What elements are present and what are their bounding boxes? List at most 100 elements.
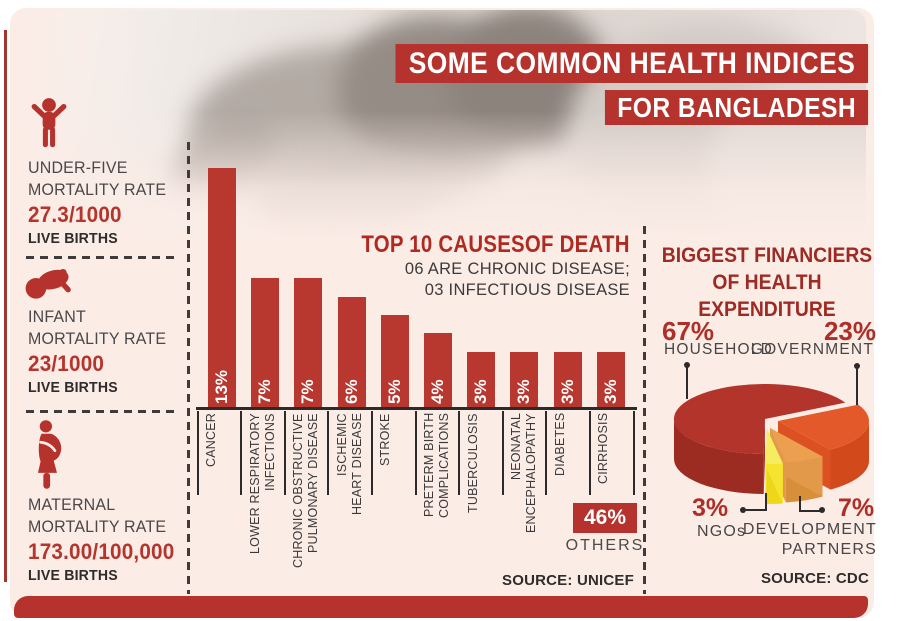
stat-label: MORTALITY RATE [28, 180, 167, 199]
vertical-dashed-divider-left [187, 142, 190, 594]
stat-label: MATERNAL [28, 495, 116, 514]
baby-icon [25, 268, 71, 299]
child-icon [31, 98, 67, 148]
sidebar-separator-1 [26, 256, 178, 259]
bar-chart-bar: 3% [553, 351, 582, 407]
pie-chart-title: BIGGEST FINANCIERS OF HEALTH EXPENDITURE [661, 242, 873, 323]
stat-label: MORTALITY RATE [28, 517, 167, 536]
stat-under-five: UNDER-FIVE MORTALITY RATE 27.3/1000 LIVE… [28, 157, 166, 249]
pie-chart-source: SOURCE: CDC [760, 570, 869, 587]
category-divider [588, 411, 591, 495]
bar-chart-bar: 5% [380, 315, 409, 407]
stat-maternal: MATERNAL MORTALITY RATE 173.00/100,000 L… [28, 494, 174, 586]
stat-value: 23/1000 [28, 351, 105, 376]
category-divider [370, 411, 373, 495]
pie-slice-side-household [674, 419, 764, 494]
others-value: 46% [583, 506, 627, 529]
bar-value-label: 7% [255, 379, 275, 404]
bar-value-label: 13% [212, 369, 231, 404]
bar-category-label: TUBERCULOSIS [465, 413, 480, 513]
pie-callout-label-ngos: NGOs [697, 523, 747, 540]
stat-unit: LIVE BIRTHS [28, 230, 118, 247]
stat-label: UNDER-FIVE [28, 158, 128, 177]
title-banner-line2: FOR BANGLADESH [604, 90, 868, 125]
sidebar-separator-2 [26, 410, 178, 413]
pie-callout-pct-dev: 7% [838, 494, 875, 522]
stat-unit: LIVE BIRTHS [28, 379, 118, 396]
bar-chart-source: SOURCE: UNICEF [502, 572, 634, 589]
leader-line-government [856, 367, 858, 405]
stat-label: MORTALITY RATE [28, 329, 167, 348]
pie-slice-top-ngos [765, 429, 783, 465]
category-divider [240, 411, 243, 495]
pie-3d [673, 384, 869, 505]
category-divider [545, 411, 548, 495]
bar-value-label: 7% [298, 379, 318, 404]
bar-chart-bar: 4% [424, 333, 452, 407]
others-label: OTHERS [565, 537, 645, 554]
bar-category-label: CANCER [204, 413, 218, 467]
pie-callout-label-household: HOUSEHOLD [664, 341, 773, 358]
leader-dot-household [684, 362, 690, 368]
bar-value-label: 4% [428, 379, 447, 404]
category-divider [327, 411, 330, 495]
bar-value-label: 3% [514, 379, 534, 404]
bar-chart-bars: 13% 7% 7% 6% 5% 4% 3% 3% 3% 3% [196, 150, 642, 407]
bar-category-label: ISCHEMIC HEART DISEASE [334, 413, 364, 516]
leader-line-dev-v [799, 496, 801, 512]
pie-slice-top-development partners [770, 428, 823, 463]
bar-chart-category-labels: CANCER LOWER RESPIRATORY INFECTIONS CHRONI… [196, 411, 642, 594]
bar-chart-subtitle-2: 03 INFECTIOUS DISEASE [424, 281, 630, 299]
stat-label: INFANT [28, 307, 86, 326]
pie-slice-top-household [673, 384, 846, 454]
category-divider [196, 411, 199, 495]
bar-category-label: CHRONIC OBSTRUCTIVE PULMONARY DISEASE [291, 413, 321, 568]
category-divider [414, 411, 417, 495]
others-value-badge: 46% [573, 503, 637, 533]
bar-value-label: 5% [384, 379, 404, 404]
leader-line-dev-h [799, 510, 820, 512]
leader-line-household [686, 366, 688, 399]
pie-callout-label-dev: DEVELOPMENT PARTNERS [742, 521, 877, 558]
bar-category-label: PRETERM BIRTH COMPLICATIONS [422, 413, 451, 519]
pie-slice-top-government [778, 404, 869, 450]
category-divider [501, 411, 504, 495]
title-banner-line1: SOME COMMON HEALTH INDICES [395, 44, 868, 83]
bar-chart-bar: 13% [208, 167, 236, 407]
bar-chart-bar: 7% [294, 278, 323, 407]
pie-slice-side-government [830, 421, 869, 490]
leader-dot-ngos [740, 507, 746, 513]
stat-unit: LIVE BIRTHS [28, 567, 118, 584]
bar-chart-bar: 3% [467, 351, 496, 407]
stat-value: 27.3/1000 [28, 202, 122, 227]
pregnant-woman-icon [37, 420, 62, 489]
bar-category-label: NEONATAL ENCEPHALOPATHY [509, 413, 539, 533]
pie-callout-pct-ngos: 3% [692, 494, 729, 522]
stat-value: 173.00/100,000 [28, 539, 175, 564]
pie-callout-pct-government: 23% [823, 316, 876, 346]
bar-value-label: 3% [557, 379, 577, 404]
left-red-rule [4, 30, 7, 582]
vertical-dashed-divider-right [643, 226, 646, 594]
pie-callout-pct-household: 67% [662, 316, 715, 346]
leader-dot-government [854, 363, 860, 369]
category-divider [632, 411, 635, 495]
pie-callout-label-government: GOVERNMENT [750, 341, 874, 358]
bar-chart-bar: 7% [251, 278, 280, 407]
pie-title-line2: OF HEALTH EXPENDITURE [698, 271, 836, 321]
leader-line-ngos-h [746, 509, 767, 511]
bar-value-label: 3% [600, 379, 620, 404]
bar-chart-subtitle-1: 06 ARE CHRONIC DISEASE; [404, 260, 630, 278]
bar-chart-bar: 3% [510, 351, 539, 407]
bar-category-label: STROKE [378, 413, 393, 466]
pie-slice-cut-household [763, 419, 765, 494]
category-divider [283, 411, 286, 495]
leader-dot-dev [819, 507, 825, 513]
bar-chart-axis [196, 407, 637, 410]
bar-chart-title: TOP 10 CAUSESOF DEATH [361, 231, 630, 258]
bar-chart-bar: 6% [337, 296, 366, 407]
bar-category-label: LOWER RESPIRATORY INFECTIONS [247, 413, 277, 554]
bottom-red-bar [14, 596, 868, 618]
pie-title-line1: BIGGEST FINANCIERS [661, 244, 873, 267]
